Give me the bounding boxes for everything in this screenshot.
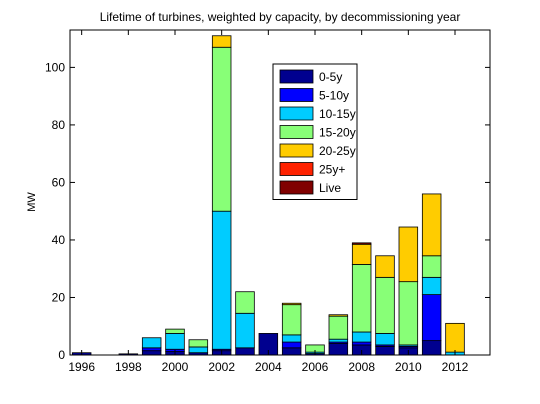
y-tick-label-100: 100 <box>45 60 65 74</box>
axes-group: 1996 1998 2000 2002 2004 2006 2008 2010 2012 0 20 4… <box>45 29 491 374</box>
x-tick-label-2004: 2004 <box>255 360 282 374</box>
x-tick-label-2012: 2012 <box>442 360 469 374</box>
bar-segment-2012-2025y <box>445 322 465 353</box>
legend-swatch-510y <box>279 88 314 102</box>
legend-label-05y: 0-5y <box>319 70 342 84</box>
y-tick-label-80: 80 <box>52 118 66 132</box>
bar-segment-2005-510y <box>281 341 302 349</box>
legend-label-2025y: 20-25y <box>319 144 356 158</box>
bar-segment-2007-2025y <box>328 314 349 317</box>
bar-segment-2010-1520y <box>398 281 419 346</box>
bar-segment-2007-05y <box>328 343 349 356</box>
x-tick-label-2002: 2002 <box>208 360 235 374</box>
bar-segment-2011-2025y <box>421 193 442 257</box>
legend-swatch-05y <box>279 69 314 84</box>
legend-label-1015y: 10-15y <box>319 107 356 121</box>
bar-segment-2001-1520y <box>188 339 209 348</box>
bar-segment-2008-1520y <box>351 264 372 333</box>
bar-segment-2003-1015y <box>235 312 255 349</box>
y-tick-label-60: 60 <box>52 175 66 189</box>
legend: 0-5y 5-10y 10-15y 15-20y 20-25y 25y+ Live <box>272 63 358 200</box>
bar-segment-2003-1520y <box>235 291 255 314</box>
x-tick-label-2000: 2000 <box>162 360 189 374</box>
legend-swatch-25y <box>279 162 314 176</box>
bar-segment-2009-05y <box>375 345 395 356</box>
bar-segment-2008-1015y <box>351 331 372 343</box>
bar-segment-2005-05y <box>281 347 302 356</box>
legend-label-live: Live <box>319 181 341 195</box>
x-tick-label-2006: 2006 <box>302 360 329 374</box>
bar-segment-2002-2025y <box>211 35 232 48</box>
bar-segment-2002-1015y <box>211 210 232 350</box>
bar-segment-2009-1015y <box>375 333 395 346</box>
y-tick-label-20: 20 <box>52 290 66 304</box>
legend-label-510y: 5-10y <box>319 89 349 103</box>
bar-segment-2003-05y <box>235 347 255 356</box>
legend-label-25y: 25y+ <box>319 163 345 177</box>
x-tick-label-1998: 1998 <box>115 360 142 374</box>
y-tick-label-40: 40 <box>52 233 66 247</box>
bar-segment-2011-1520y <box>421 255 442 278</box>
bar-segment-2011-05y <box>421 340 442 356</box>
bar-segment-2008-510y <box>351 341 372 346</box>
legend-swatch-1015y <box>279 106 314 121</box>
bar-segment-2002-1520y <box>211 46 232 212</box>
bar-segment-2005-1520y <box>281 304 302 336</box>
bar-segment-2011-1015y <box>421 276 442 296</box>
legend-label-1520y: 15-20y <box>319 126 356 140</box>
x-tick-label-1996: 1996 <box>68 360 95 374</box>
bar-segment-1999-05y <box>141 350 162 356</box>
bar-segment-2009-2025y <box>375 255 395 278</box>
bar-segment-2005-1015y <box>281 334 302 343</box>
bar-segment-2007-1015y <box>328 338 349 343</box>
bar-segment-2010-2025y <box>398 226 419 283</box>
y-axis-label: MW <box>26 192 38 212</box>
bar-segment-2009-1520y <box>375 276 395 334</box>
legend-swatch-1520y <box>279 125 314 139</box>
bar-segment-2000-1520y <box>165 328 185 334</box>
bar-segment-2000-1015y <box>165 333 185 350</box>
bar-segment-2001-1015y <box>188 346 209 354</box>
x-tick-label-2010: 2010 <box>395 360 422 374</box>
y-tick-label-0: 0 <box>58 348 65 362</box>
axes-box <box>69 29 491 356</box>
bar-segment-2008-2025y <box>351 243 372 265</box>
bar-segment-2005-2025y <box>281 302 302 306</box>
bar-segment-2008-live <box>351 242 372 245</box>
x-tick-label-2008: 2008 <box>348 360 375 374</box>
bar-segment-2007-1520y <box>328 315 349 340</box>
legend-swatch-live <box>279 180 314 195</box>
bar-segment-1999-510y <box>141 347 162 352</box>
bar-segment-1999-1015y <box>141 337 162 349</box>
chart-title: Lifetime of turbines, weighted by capaci… <box>100 10 461 24</box>
legend-swatch-2025y <box>279 143 314 158</box>
bar-segment-2011-510y <box>421 294 442 342</box>
